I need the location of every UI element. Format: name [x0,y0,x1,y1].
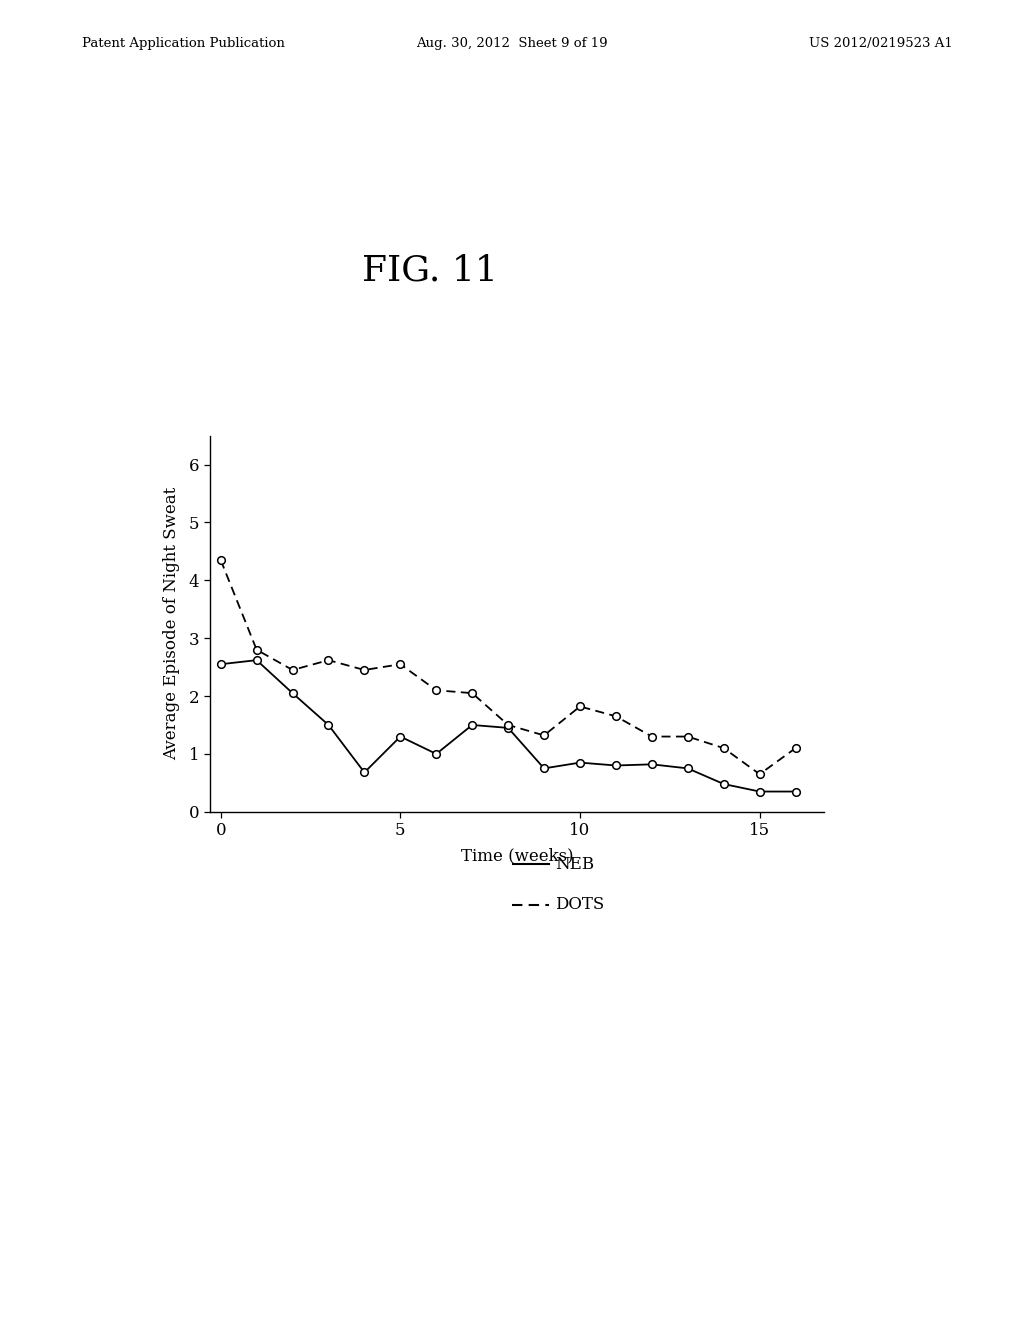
Text: Patent Application Publication: Patent Application Publication [82,37,285,50]
Text: NEB: NEB [555,855,594,873]
Text: FIG. 11: FIG. 11 [362,253,498,288]
Text: US 2012/0219523 A1: US 2012/0219523 A1 [809,37,952,50]
X-axis label: Time (weeks): Time (weeks) [461,847,573,865]
Text: DOTS: DOTS [555,896,604,913]
Text: Aug. 30, 2012  Sheet 9 of 19: Aug. 30, 2012 Sheet 9 of 19 [416,37,608,50]
Y-axis label: Average Episode of Night Sweat: Average Episode of Night Sweat [164,487,180,760]
